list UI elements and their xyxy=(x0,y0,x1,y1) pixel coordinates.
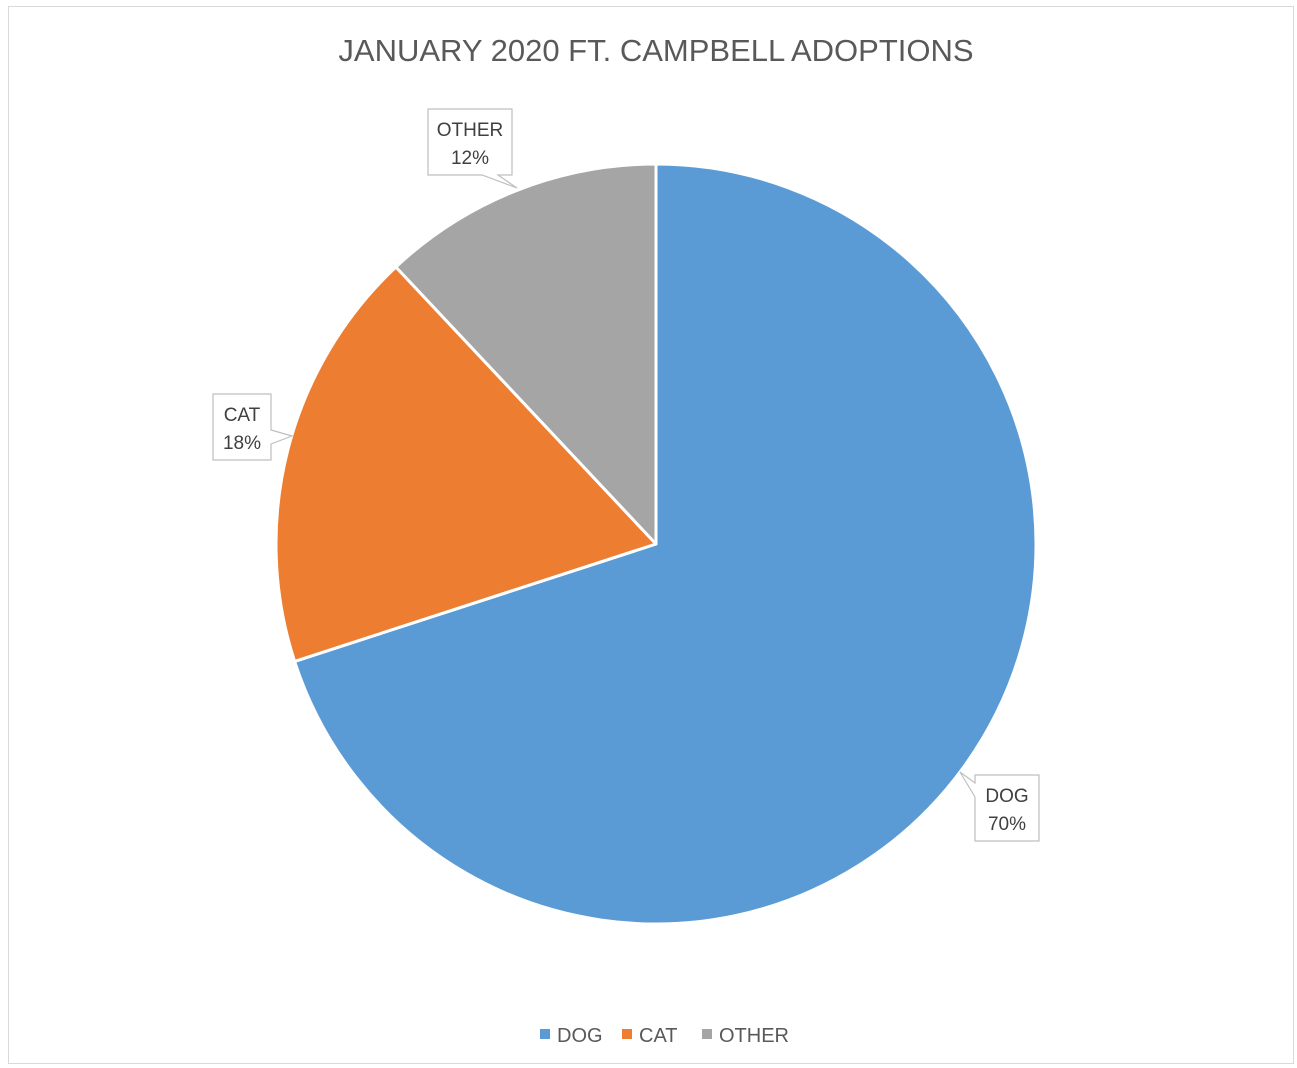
pie-slice-cat xyxy=(274,265,658,663)
data-label-category: OTHER xyxy=(437,120,504,141)
chart-title: JANUARY 2020 FT. CAMPBELL ADOPTIONS xyxy=(338,33,973,68)
legend-label: OTHER xyxy=(719,1025,789,1047)
data-label-cat: CAT 18% xyxy=(212,393,294,461)
data-label-dog: DOG 70% xyxy=(959,771,1040,842)
legend-swatch xyxy=(622,1029,632,1039)
pie-slice-dog xyxy=(293,162,1038,926)
data-label-category: DOG xyxy=(985,786,1028,807)
data-label-box xyxy=(427,108,518,189)
legend-item-other: OTHER xyxy=(702,1025,789,1047)
data-label-box xyxy=(212,393,294,461)
legend-swatch xyxy=(540,1029,550,1039)
data-label-value: 18% xyxy=(223,433,261,454)
data-labels: DOG 70% CAT 18% OTHER 12% xyxy=(212,108,1040,842)
data-label-box xyxy=(959,771,1040,842)
legend-swatch xyxy=(702,1029,712,1039)
data-label-other: OTHER 12% xyxy=(427,108,518,189)
legend-label: CAT xyxy=(639,1025,678,1047)
data-label-value: 70% xyxy=(988,814,1026,835)
data-label-category: CAT xyxy=(224,405,261,426)
legend-label: DOG xyxy=(557,1025,603,1047)
pie-slices xyxy=(274,162,1038,926)
pie-slice-other xyxy=(394,162,658,546)
legend-item-dog: DOG xyxy=(540,1025,603,1047)
legend: DOG CAT OTHER xyxy=(540,1025,789,1047)
legend-item-cat: CAT xyxy=(622,1025,678,1047)
data-label-value: 12% xyxy=(451,148,489,169)
